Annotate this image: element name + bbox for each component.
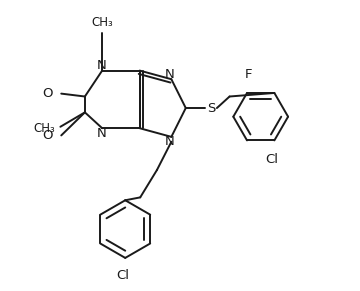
Text: CH₃: CH₃ xyxy=(34,122,55,135)
Text: N: N xyxy=(97,59,107,72)
Text: CH₃: CH₃ xyxy=(91,16,113,29)
Text: N: N xyxy=(165,135,175,148)
Text: N: N xyxy=(97,127,107,140)
Text: S: S xyxy=(207,102,215,115)
Text: O: O xyxy=(43,87,53,100)
Text: F: F xyxy=(245,68,252,81)
Text: O: O xyxy=(43,129,53,142)
Text: N: N xyxy=(165,68,175,81)
Text: Cl: Cl xyxy=(265,153,278,166)
Text: Cl: Cl xyxy=(116,269,129,283)
